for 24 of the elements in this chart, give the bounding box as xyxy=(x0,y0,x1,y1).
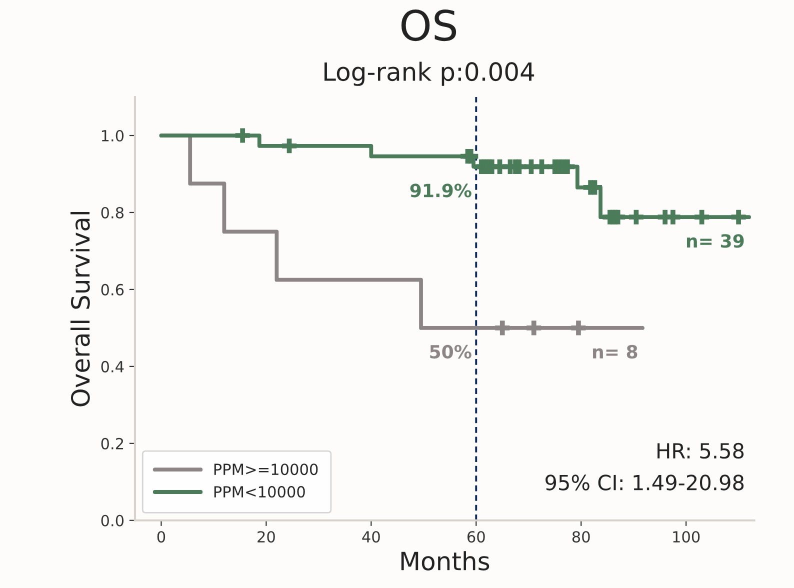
annotation: n= 39 xyxy=(687,234,744,248)
x-tick-label: 40 xyxy=(362,531,380,543)
y-tick-label: 0.4 xyxy=(101,360,124,372)
annotation: 50% xyxy=(430,344,472,359)
y-tick-label: 0.8 xyxy=(101,206,124,219)
y-tick-label: 0.2 xyxy=(101,438,124,450)
x-tick-label: 60 xyxy=(467,531,485,543)
annotation: 91.9% xyxy=(410,184,472,198)
y-tick-label: 1.0 xyxy=(102,130,124,142)
legend-label: PPM>=10000 xyxy=(214,464,318,476)
chart-title: OS xyxy=(401,10,456,42)
annotation: n= 8 xyxy=(593,344,638,359)
y-axis-title: Overall Survival xyxy=(70,212,90,406)
x-tick-label: 0 xyxy=(157,531,166,543)
x-tick-label: 80 xyxy=(572,531,590,543)
y-tick-label: 0.0 xyxy=(101,514,124,526)
y-tick-label: 0.6 xyxy=(101,284,124,296)
legend-label: PPM<10000 xyxy=(214,486,305,498)
x-tick-label: 20 xyxy=(258,531,275,543)
chart-subtitle: Log-rank p:0.004 xyxy=(324,62,534,86)
annotation: HR: 5.58 xyxy=(658,442,744,459)
annotation: 95% CI: 1.49-20.98 xyxy=(546,474,744,490)
x-axis-title: Months xyxy=(401,551,490,570)
x-tick-label: 100 xyxy=(673,531,700,543)
